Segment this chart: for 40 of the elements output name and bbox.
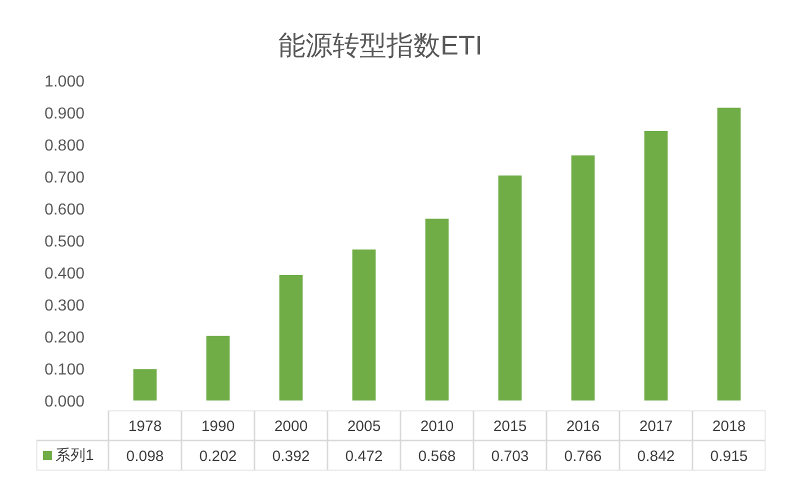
y-tick-label: 0.500 xyxy=(44,234,85,250)
bar xyxy=(498,176,522,400)
y-tick-label: 1.000 xyxy=(44,74,85,90)
y-tick-label: 0.900 xyxy=(44,106,85,122)
x-tick-label: 2000 xyxy=(274,418,308,435)
data-label: 0.766 xyxy=(564,448,602,465)
y-tick-label: 0.800 xyxy=(44,138,85,154)
data-label: 0.568 xyxy=(418,448,456,465)
bar xyxy=(425,218,449,400)
x-tick-label: 2016 xyxy=(566,418,600,435)
legend-label: 系列1 xyxy=(55,447,94,464)
y-tick-label: 0.600 xyxy=(44,202,85,218)
y-tick-label: 0.200 xyxy=(44,330,85,346)
bar xyxy=(352,249,376,400)
bar xyxy=(206,336,230,400)
x-tick-label: 1990 xyxy=(201,418,235,435)
x-tick-label: 2005 xyxy=(347,418,381,435)
bar xyxy=(279,275,303,400)
bar xyxy=(644,131,668,400)
y-tick-label: 0.700 xyxy=(44,170,85,186)
data-label: 0.842 xyxy=(637,448,675,465)
y-tick-label: 0.300 xyxy=(44,298,85,314)
bar xyxy=(717,108,741,400)
y-tick-label: 0.400 xyxy=(44,266,85,282)
x-tick-label: 2018 xyxy=(712,418,746,435)
x-tick-label: 1978 xyxy=(128,418,162,435)
x-tick-label: 2017 xyxy=(639,418,673,435)
data-label: 0.392 xyxy=(272,448,310,465)
data-label: 0.202 xyxy=(199,448,237,465)
data-label: 0.098 xyxy=(126,448,164,465)
data-label: 0.703 xyxy=(491,448,529,465)
y-tick-label: 0.000 xyxy=(44,394,85,410)
data-label: 0.915 xyxy=(710,448,748,465)
chart-title: 能源转型指数ETI xyxy=(278,30,483,60)
y-tick-label: 0.100 xyxy=(44,362,85,378)
x-tick-label: 2010 xyxy=(420,418,454,435)
bar xyxy=(571,155,595,400)
bar xyxy=(133,369,157,400)
x-tick-label: 2015 xyxy=(493,418,527,435)
data-label: 0.472 xyxy=(345,448,383,465)
